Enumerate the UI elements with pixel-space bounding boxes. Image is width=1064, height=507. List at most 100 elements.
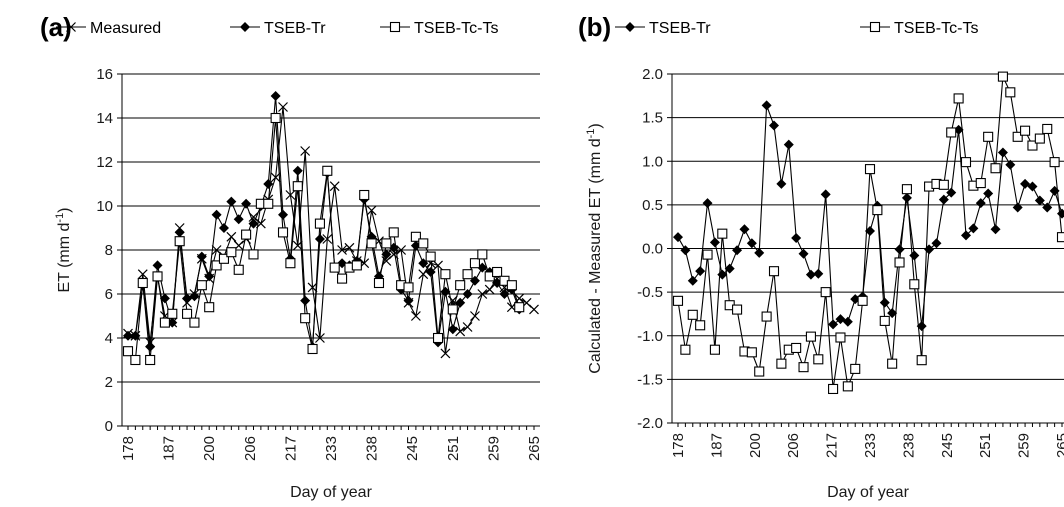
data-point <box>865 226 875 237</box>
data-point <box>894 244 905 255</box>
x-tick-label: 238 <box>364 436 381 461</box>
legend-marker <box>389 21 401 33</box>
legend-tseb-tc-ts: TSEB-Tc-Ts <box>860 20 978 37</box>
series-tseb-tr <box>673 100 1064 332</box>
y-tick-label: 2 <box>105 374 113 391</box>
data-point <box>768 266 780 277</box>
data-point <box>447 304 458 315</box>
y-axis-label: ET (mm d-1) <box>54 207 73 292</box>
data-point <box>997 71 1008 82</box>
data-point <box>322 234 333 244</box>
data-point <box>901 192 912 203</box>
x-tick-label: 238 <box>900 433 917 458</box>
y-tick-label: -1.0 <box>637 328 663 345</box>
data-point <box>975 198 986 209</box>
data-point <box>709 344 720 355</box>
legend-label: TSEB-Tc-Ts <box>414 20 498 37</box>
data-point <box>211 260 222 271</box>
data-point <box>769 120 779 131</box>
data-point <box>835 314 846 325</box>
data-point <box>761 100 772 111</box>
series-measured <box>123 102 539 359</box>
data-point <box>278 209 289 220</box>
data-point <box>791 342 802 354</box>
data-point <box>263 198 274 209</box>
data-point <box>879 315 890 326</box>
data-point <box>529 304 539 315</box>
data-point <box>469 258 480 269</box>
data-point <box>403 295 414 306</box>
data-point <box>484 284 495 295</box>
data-point <box>218 223 229 233</box>
data-point <box>167 308 178 319</box>
data-point <box>916 321 927 332</box>
data-point <box>432 332 444 344</box>
data-point <box>425 251 436 262</box>
data-point <box>702 198 713 209</box>
data-point <box>1027 181 1038 192</box>
data-point <box>798 248 809 259</box>
data-point <box>300 313 311 324</box>
x-tick-label: 178 <box>670 433 687 458</box>
data-point <box>842 316 853 327</box>
data-point <box>776 358 787 369</box>
y-tick-label: 0.5 <box>642 197 663 214</box>
data-point <box>1012 131 1023 142</box>
data-point <box>122 346 134 357</box>
legend-label: Measured <box>90 20 161 37</box>
data-point <box>1042 202 1053 213</box>
data-point <box>506 280 517 291</box>
data-point <box>938 179 949 190</box>
data-point <box>196 280 207 291</box>
data-point <box>894 257 905 268</box>
data-point <box>462 289 473 299</box>
data-point <box>953 93 964 104</box>
data-point <box>828 319 839 330</box>
x-tick-label: 233 <box>323 436 340 461</box>
data-point <box>931 238 942 249</box>
data-point <box>123 330 133 341</box>
data-point <box>828 383 839 395</box>
data-point <box>292 165 303 176</box>
data-point <box>687 309 698 320</box>
data-point <box>233 264 244 275</box>
data-point <box>204 271 215 282</box>
data-point <box>746 238 757 249</box>
y-tick-label: 10 <box>96 198 113 215</box>
data-point <box>961 230 971 241</box>
x-axis-label: Day of year <box>827 484 909 501</box>
data-point <box>835 332 846 343</box>
legend-tseb-tc-ts: TSEB-Tc-Ts <box>380 20 498 37</box>
x-tick-label: 251 <box>977 433 994 458</box>
data-point <box>366 205 377 216</box>
y-tick-label: 6 <box>105 286 113 303</box>
data-point <box>270 91 281 101</box>
data-point <box>1057 208 1064 219</box>
x-tick-label: 251 <box>445 436 462 461</box>
data-point <box>754 247 765 258</box>
data-point <box>672 295 684 306</box>
data-point <box>373 277 385 289</box>
data-point <box>211 209 222 220</box>
data-point <box>477 289 488 299</box>
legend-tseb-tr: TSEB-Tr <box>615 20 711 37</box>
data-point <box>226 247 237 258</box>
data-point <box>717 228 728 239</box>
x-tick-label: 187 <box>161 436 178 461</box>
x-axis-label: Day of year <box>290 484 372 501</box>
panel-label: (b) <box>578 12 611 42</box>
data-point <box>455 326 466 337</box>
data-point <box>381 238 392 249</box>
data-point <box>226 196 237 207</box>
data-point <box>783 139 794 150</box>
data-point <box>887 358 898 369</box>
data-point <box>702 249 713 260</box>
data-point <box>418 238 429 249</box>
data-point <box>248 249 259 260</box>
data-point <box>695 320 706 331</box>
y-tick-label: 1.5 <box>642 110 663 127</box>
data-point <box>680 245 691 256</box>
series-tseb-tc-ts <box>122 112 525 366</box>
chart-a: 0 2 4 6 8 10 12 14 16 178 187 200 206 217 233 238 245 251… <box>40 12 543 501</box>
data-point <box>776 178 787 189</box>
